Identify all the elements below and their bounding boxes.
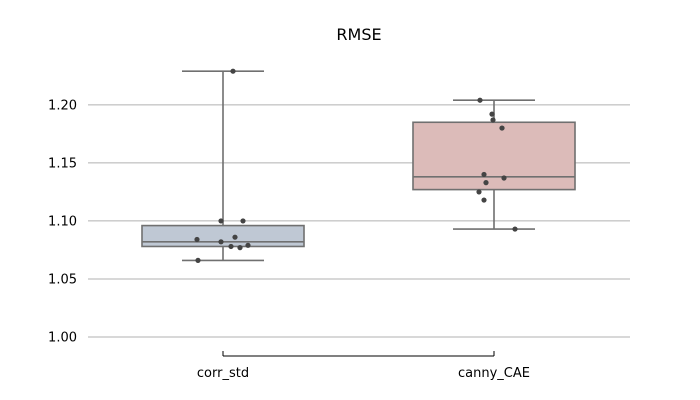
iqr-box [412,121,576,191]
data-point [477,97,483,103]
data-point [230,68,236,74]
data-point [501,175,507,181]
y-tick-label: 1.15 [48,156,77,171]
data-point [245,242,251,248]
data-point [490,117,496,123]
data-point [489,111,495,117]
data-point [232,234,238,240]
data-point [481,171,487,178]
data-point [195,257,201,263]
box-corr_std [141,68,305,263]
x-tick-label-canny_CAE: canny_CAE [458,366,530,381]
data-point [194,236,200,243]
boxes [141,68,576,263]
box-canny_CAE [412,97,576,232]
data-point [218,218,224,224]
data-point [240,218,246,224]
data-point [237,245,243,251]
data-point [481,197,487,203]
chart-title: RMSE [336,25,381,44]
data-point [228,243,234,250]
data-point [512,226,518,232]
data-point [499,125,505,131]
y-tick-label: 1.10 [48,214,77,229]
y-axis-ticks: 1.00 1.05 1.10 1.15 1.20 [48,98,77,345]
data-point [476,189,482,195]
data-point [483,180,489,186]
y-tick-label: 1.20 [48,98,77,113]
y-tick-label: 1.05 [48,272,77,287]
x-axis: corr_std canny_CAE [197,351,530,381]
data-point [218,239,224,245]
y-tick-label: 1.00 [48,331,77,346]
x-tick-label-corr_std: corr_std [197,366,249,381]
